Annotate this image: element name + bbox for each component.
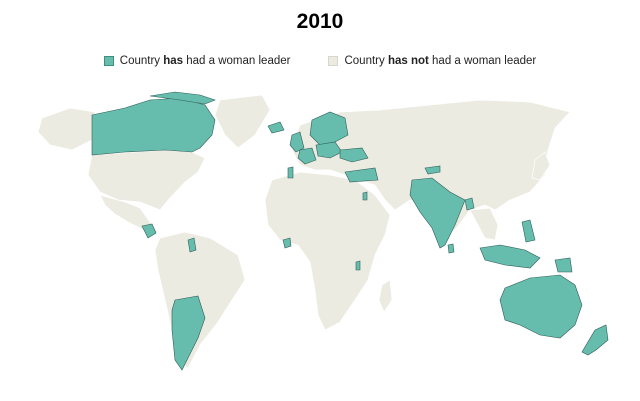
land-africa	[264, 171, 391, 331]
landmasses	[37, 94, 571, 369]
legend-swatch-hasnot	[328, 56, 339, 66]
world-map	[37, 91, 609, 371]
country-nicaragua	[141, 223, 157, 239]
country-norway-sweden-finland	[309, 111, 349, 146]
legend-item-has: Country has had a woman leader	[103, 55, 291, 67]
country-indonesia	[479, 244, 541, 269]
country-ukraine	[339, 147, 369, 163]
legend-has-bold: has	[163, 55, 184, 67]
land-greenland	[214, 94, 271, 149]
country-bangladesh	[464, 197, 475, 211]
legend-has-suffix: had a woman leader	[183, 55, 291, 67]
country-rwanda	[355, 260, 361, 271]
land-se-asia	[469, 207, 499, 241]
land-japan	[531, 151, 551, 181]
legend-has-prefix: Country	[119, 55, 164, 67]
legend-label-hasnot: Country has not had a woman leader	[344, 55, 536, 67]
country-argentina-chile	[171, 295, 206, 371]
land-madagascar	[378, 279, 393, 313]
country-germany-poland	[315, 141, 343, 159]
legend-label-has: Country has had a woman leader	[120, 55, 291, 67]
legend-item-hasnot: Country has not had a woman leader	[328, 55, 536, 67]
country-sri-lanka	[447, 243, 455, 254]
country-france	[297, 147, 317, 165]
woman-leader-countries	[91, 91, 609, 371]
country-canada-arctic	[149, 91, 216, 105]
legend-hasnot-prefix: Country	[344, 55, 388, 67]
legend: Country has had a woman leader Country h…	[0, 55, 640, 67]
country-india-pakistan	[409, 177, 466, 249]
country-portugal	[287, 166, 294, 179]
country-kyrgyzstan	[424, 165, 441, 175]
country-liberia	[282, 237, 292, 249]
country-guyana	[187, 237, 197, 253]
map-title: 2010	[296, 10, 344, 33]
country-canada	[91, 97, 216, 156]
legend-hasnot-bold: has not	[387, 55, 429, 67]
legend-hasnot-suffix: had a woman leader	[428, 55, 537, 67]
country-papua-new-guinea	[554, 257, 573, 273]
country-australia	[499, 274, 583, 339]
country-israel	[362, 191, 368, 201]
land-alaska	[37, 107, 96, 151]
country-new-zealand	[581, 324, 609, 356]
country-iceland	[267, 121, 285, 134]
land-south-america	[154, 231, 246, 369]
legend-swatch-has	[103, 56, 114, 66]
country-philippines	[521, 219, 536, 243]
country-turkey	[344, 167, 379, 183]
